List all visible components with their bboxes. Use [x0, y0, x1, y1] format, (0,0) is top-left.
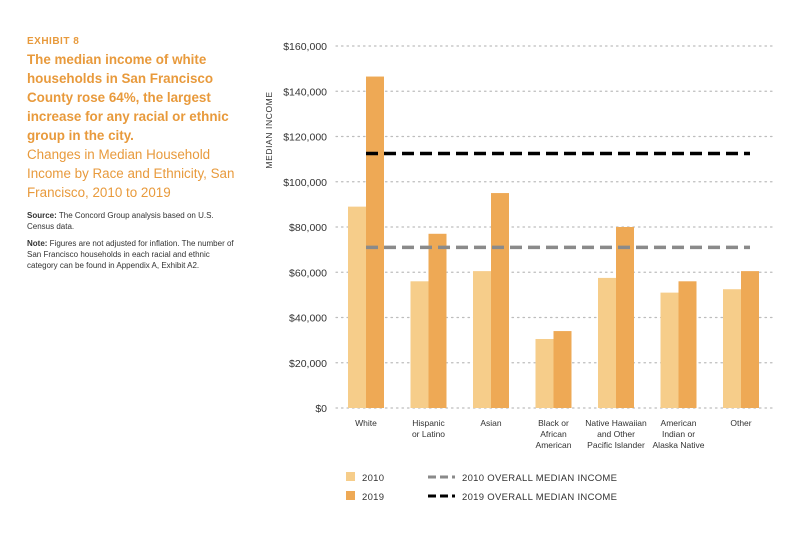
y-tick-label: $100,000 [283, 177, 327, 189]
bar-2019 [428, 233, 447, 408]
text-panel: EXHIBIT 8 The median income of white hou… [27, 36, 237, 271]
inflation-note: Note: Figures are not adjusted for infla… [27, 238, 237, 271]
x-category-label: and Other [597, 429, 635, 439]
exhibit-label: EXHIBIT 8 [27, 36, 80, 47]
x-category-label: Other [730, 418, 751, 428]
x-category-label: Hispanic [412, 418, 445, 428]
chart-subtitle: Changes in Median Household Income by Ra… [27, 147, 235, 200]
bar-2010 [535, 338, 554, 408]
bar-2019 [491, 193, 509, 408]
legend-label-2010: 2010 [362, 473, 384, 484]
bar-2019 [678, 281, 697, 408]
x-category-label: Native Hawaiian [585, 418, 647, 428]
x-category-label: or Latino [412, 429, 445, 439]
y-tick-label: $20,000 [289, 358, 327, 370]
bar-2010 [348, 206, 366, 408]
x-category-label: American [661, 418, 697, 428]
y-tick-label: $60,000 [289, 267, 327, 279]
source-text: The Concord Group analysis based on U.S.… [27, 211, 214, 231]
legend-median-label: 2019 OVERALL MEDIAN INCOME [462, 492, 617, 503]
bar-2010 [410, 281, 429, 408]
bar-2010 [473, 271, 491, 408]
bar-2010 [598, 277, 616, 408]
x-category-label: American [536, 440, 572, 450]
y-tick-label: $0 [315, 403, 327, 415]
x-category-label: Black or [538, 418, 569, 428]
source-label: Source: [27, 211, 57, 220]
bar-2019 [366, 76, 384, 408]
bar-2019 [616, 227, 634, 408]
x-category-label: African [540, 429, 567, 439]
note-text: Figures are not adjusted for inflation. … [27, 239, 234, 270]
x-category-label: Pacific Islander [587, 440, 645, 450]
y-tick-label: $120,000 [283, 132, 327, 144]
x-category-label: Asian [480, 418, 502, 428]
y-axis-label: MEDIAN INCOME [264, 91, 274, 168]
legend-swatch-2019 [346, 491, 355, 500]
legend-swatch-2010 [346, 472, 355, 481]
note-label: Note: [27, 239, 48, 248]
x-category-label: Alaska Native [653, 440, 705, 450]
bar-2019 [741, 271, 759, 408]
y-tick-label: $160,000 [283, 41, 327, 53]
bar-2010 [723, 289, 741, 408]
legend-label-2019: 2019 [362, 492, 384, 503]
source-note: Source: The Concord Group analysis based… [27, 210, 237, 232]
legend-median-label: 2010 OVERALL MEDIAN INCOME [462, 473, 617, 484]
bar-2019 [553, 331, 572, 408]
bar-2010 [660, 292, 679, 408]
x-category-label: Indian or [662, 429, 695, 439]
y-tick-label: $80,000 [289, 222, 327, 234]
chart-headline: The median income of white households in… [27, 52, 229, 143]
y-tick-label: $40,000 [289, 313, 327, 325]
y-tick-label: $140,000 [283, 86, 327, 98]
x-category-label: White [355, 418, 377, 428]
